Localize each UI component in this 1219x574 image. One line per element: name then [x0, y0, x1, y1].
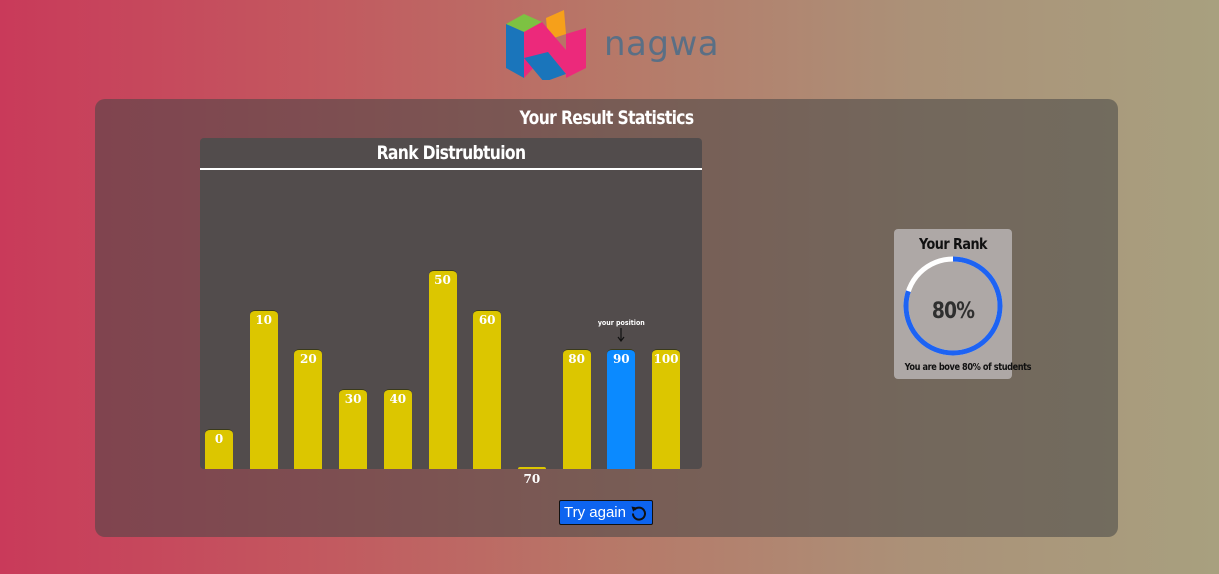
rank-subtitle: You are bove 80% of students [904, 362, 1032, 373]
nagwa-logo: nagwa [504, 8, 724, 82]
nagwa-logo-mark [506, 10, 586, 80]
bar-label-40: 40 [389, 392, 407, 407]
bar-100: 100 [652, 349, 680, 469]
rank-title: Your Rank [918, 235, 988, 253]
bar-label-60: 60 [478, 312, 496, 327]
rank-card: Your Rank 80% You are bove 80% of studen… [894, 229, 1032, 379]
rank-value: 80% [931, 299, 975, 324]
rank-progress-ring [903, 256, 1003, 356]
bar-label-90: 90 [612, 352, 630, 367]
your-position-marker: your position [591, 319, 651, 343]
bar-60: 60 [473, 309, 502, 469]
rank-distribution-chart: Rank Distrubtuion 0 10 20 30 40 50 60 70 80 90 you… [200, 138, 702, 486]
chart-title: Rank Distrubtuion [376, 142, 526, 164]
try-again-label: Try again [564, 504, 626, 521]
bar-0: 0 [205, 429, 233, 469]
refresh-icon [631, 506, 646, 521]
bar-label-10: 10 [255, 312, 273, 327]
bar-20: 20 [294, 349, 323, 469]
bar-label-50: 50 [434, 272, 451, 287]
your-position-label: your position [597, 319, 645, 328]
bar-30: 30 [339, 389, 368, 469]
bar-label-30: 30 [344, 392, 362, 407]
bar-label-20: 20 [300, 352, 317, 367]
bar-label-100: 100 [653, 352, 679, 367]
bar-80: 80 [562, 349, 591, 469]
panel-title: Your Result Statistics [519, 107, 694, 129]
bar-90: 90 [607, 349, 636, 469]
chart-title-rule [200, 168, 702, 170]
bar-70: 70 [517, 467, 546, 486]
bar-label-70: 70 [523, 472, 541, 486]
bar-10: 10 [249, 309, 278, 469]
rank-ring-progress [903, 256, 1003, 356]
bar-50: 50 [428, 269, 457, 469]
brand-name: nagwa [604, 24, 720, 64]
arrow-down-icon [617, 328, 625, 343]
try-again-button[interactable]: Try again [559, 500, 653, 525]
bar-label-0: 0 [214, 432, 224, 447]
bar-label-80: 80 [568, 352, 585, 367]
chart-bars: 0 10 20 30 40 50 60 70 80 90 your position 100 [200, 170, 702, 486]
result-statistics-panel: Your Result Statistics Rank Distrubtuion… [95, 99, 1118, 537]
bar-40: 40 [383, 389, 412, 469]
